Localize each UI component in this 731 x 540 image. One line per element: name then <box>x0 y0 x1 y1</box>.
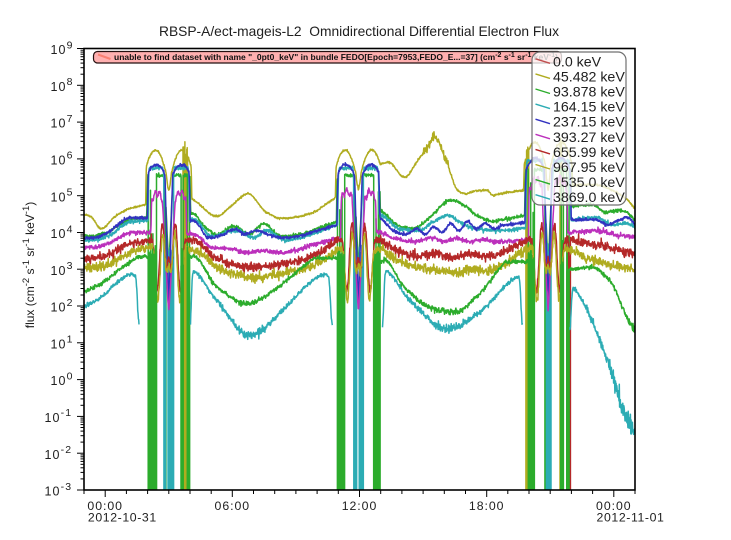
svg-text:1535.0 keV: 1535.0 keV <box>553 175 625 191</box>
svg-text:00:00: 00:00 <box>87 499 123 513</box>
svg-text:unable to find dataset with na: unable to find dataset with name "_0pt0_… <box>114 52 558 62</box>
svg-text:18:00: 18:00 <box>469 499 505 513</box>
svg-text:00:00: 00:00 <box>596 499 632 513</box>
svg-text:2012-11-01: 2012-11-01 <box>597 511 665 525</box>
svg-text:12:00: 12:00 <box>342 499 378 513</box>
svg-text:93.878 keV: 93.878 keV <box>553 85 625 101</box>
svg-text:RBSP-A/ect-mageis-L2 Omnidire: RBSP-A/ect-mageis-L2 Omnidirectional Dif… <box>159 24 559 39</box>
svg-text:45.482 keV: 45.482 keV <box>553 69 625 85</box>
svg-text:3869.0 keV: 3869.0 keV <box>553 190 625 206</box>
svg-text:flux (cm-2 s-1 sr-1 keV-1): flux (cm-2 s-1 sr-1 keV-1) <box>21 202 37 329</box>
svg-text:655.99 keV: 655.99 keV <box>553 145 625 161</box>
svg-text:2012-10-31: 2012-10-31 <box>88 511 157 525</box>
svg-text:967.95 keV: 967.95 keV <box>553 160 625 176</box>
svg-text:393.27 keV: 393.27 keV <box>553 130 625 146</box>
svg-text:06:00: 06:00 <box>215 499 251 513</box>
svg-text:237.15 keV: 237.15 keV <box>553 115 625 131</box>
svg-text:0.0 keV: 0.0 keV <box>553 54 602 70</box>
svg-text:164.15 keV: 164.15 keV <box>553 100 625 116</box>
